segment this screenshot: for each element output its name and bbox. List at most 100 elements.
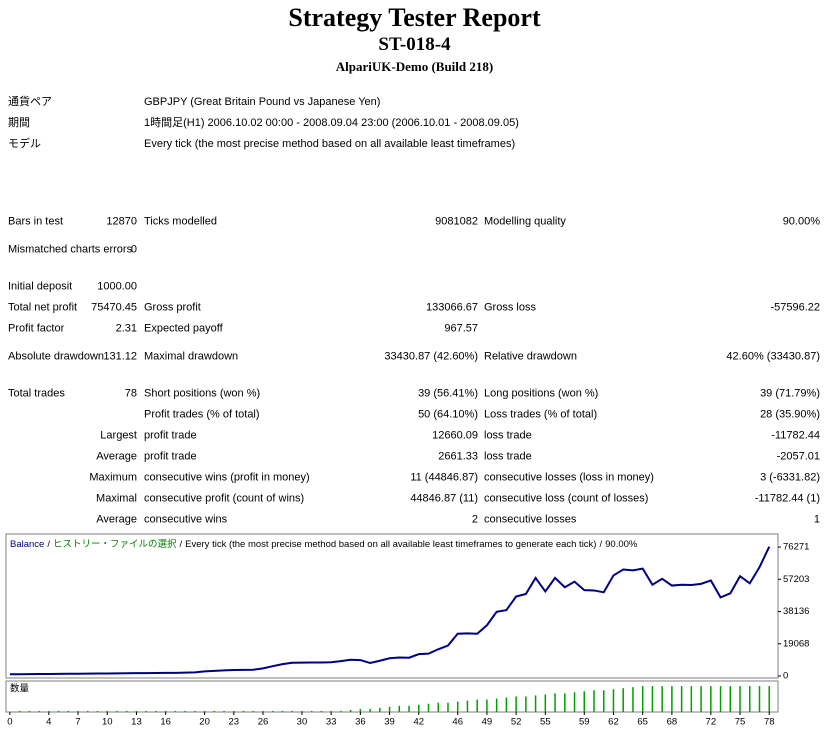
stat-label: Total net profit [8,301,78,314]
volume-bar [758,686,761,712]
volume-bar [106,710,108,712]
stat-label: consecutive profit (count of wins) [144,492,305,505]
volume-bar [671,686,673,712]
stat-value: 0 [130,243,137,256]
legend-quality: 90.00% [605,539,638,550]
volume-bar [369,708,371,712]
x-tick-label: 49 [482,717,493,728]
volume-bar [310,710,313,712]
stat-value: -57596.22 [770,301,820,314]
stat-value: 39 (56.41%) [418,387,478,400]
volume-bar [233,710,235,712]
info-value: GBPJPY (Great Britain Pound vs Japanese … [144,96,381,108]
volume-bar [661,686,663,712]
volume-bar [388,706,391,712]
volume-bar [262,710,264,712]
volume-bar [583,691,586,712]
x-tick-label: 39 [384,717,395,728]
volume-bar [301,710,303,712]
y-tick-label: 38136 [783,606,809,617]
stat-label: Gross profit [144,301,201,314]
volume-bar [729,686,732,712]
volume-bar [164,710,167,712]
stat-value: -2057.01 [776,450,820,463]
stat-value: 1 [813,513,820,526]
volume-bar [174,710,177,712]
volume-bar [359,708,362,712]
y-tick-label: 57203 [783,574,809,585]
stat-value: 967.57 [444,322,478,335]
stat-label: Maximal drawdown [144,350,239,363]
volume-bar [710,686,712,712]
volume-bar [135,710,138,712]
volume-bar [593,690,595,712]
x-tick-label: 26 [258,717,269,728]
volume-bar [525,696,527,712]
stat-label: consecutive losses (loss in money) [484,471,654,484]
stat-value: 50 (64.10%) [418,408,478,421]
volume-bar [155,710,157,712]
volume-bar [641,686,644,712]
volume-bar [447,702,449,712]
volume-bar [96,710,99,712]
volume-bar [749,686,751,712]
report-subtitle: ST-018-4 [378,34,451,55]
info-value: Every tick (the most precise method base… [144,138,516,150]
volume-bar [320,710,323,712]
volume-bar [719,686,722,712]
stat-label: profit trade [144,450,197,463]
x-tick-label: 68 [667,717,678,728]
stat-value: -11782.44 [771,429,820,442]
x-tick-label: 78 [764,717,775,728]
stat-label: Long positions (won %) [484,387,599,400]
volume-bar [48,710,50,712]
volume-bar [116,710,118,712]
volume-bar [544,694,547,712]
x-tick-label: 59 [579,717,590,728]
stat-label: loss trade [484,429,532,442]
volume-bar [418,704,420,712]
volume-bar [680,686,683,712]
stat-value: 131.12 [103,350,137,363]
volume-bar [87,710,89,712]
volume-bar [466,700,469,712]
volume-bar [57,710,60,712]
volume-bar [340,710,342,712]
balance-line [9,546,771,676]
volume-bar [427,703,430,712]
info-label: 期間 [8,117,30,129]
legend-series: Balance [10,539,44,550]
stat-value: 78 [124,387,137,400]
stat-label: consecutive wins [144,513,228,526]
x-tick-label: 72 [706,717,717,728]
stat-label: Loss trades (% of total) [484,408,598,421]
x-tick-label: 4 [46,717,51,728]
x-tick-label: 20 [199,717,210,728]
stat-label: consecutive loss (count of losses) [484,492,649,505]
volume-bar [700,686,702,712]
volume-bar [564,693,566,712]
balance-panel [5,533,779,679]
stat-value: 2 [471,513,478,526]
volume-bar [242,710,245,712]
x-tick-label: 33 [326,717,337,728]
volume-title: 数量 [10,683,30,695]
report-server: AlpariUK-Demo (Build 218) [335,59,494,74]
report-title: Strategy Tester Report [288,3,541,32]
volume-bar [495,698,498,712]
x-tick-label: 13 [131,717,142,728]
stat-value: 11 (44846.87) [410,471,478,484]
stat-label: Ticks modelled [144,215,217,228]
volume-bar [602,690,605,712]
x-tick-label: 30 [297,717,308,728]
stat-label: Bars in test [8,215,64,228]
volume-bar [291,710,293,712]
info-label: 通貨ペア [8,96,52,108]
stat-value: 42.60% (33430.87) [726,350,820,363]
volume-bar [690,686,693,712]
x-tick-label: 23 [229,717,240,728]
volume-bar [184,710,186,712]
x-tick-label: 7 [75,717,80,728]
volume-bar [125,710,128,712]
